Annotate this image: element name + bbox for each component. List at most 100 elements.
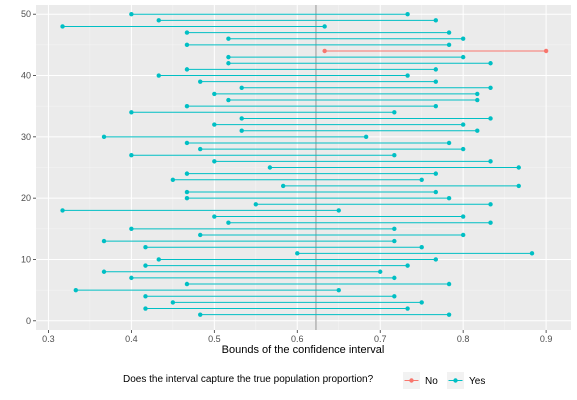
upper-bound-point [516,183,521,189]
interval-yes [184,103,438,109]
upper-bound-point [363,134,369,140]
upper-bound-point [419,300,424,305]
upper-bound-point [475,97,480,103]
upper-bound-point [460,232,466,238]
lower-bound-point [129,226,134,232]
lower-bound-point [212,91,217,97]
interval-yes [212,91,480,97]
interval-yes [60,208,341,213]
upper-bound-point [446,42,452,48]
interval-yes [101,238,397,244]
upper-bound-point [392,294,397,299]
lower-bound-point [184,42,190,48]
interval-yes [212,159,493,164]
upper-bound-point [446,140,452,146]
interval-yes [198,146,466,152]
interval-yes [198,312,452,317]
interval-yes [267,165,521,170]
lower-bound-point [156,257,161,262]
upper-bound-point [488,61,493,66]
upper-bound-point [460,54,466,60]
upper-bound-point [322,24,327,29]
lower-bound-point [226,61,231,66]
lower-bound-point [184,281,190,287]
interval-yes [143,306,410,311]
lower-bound-point [101,269,107,274]
lower-bound-point [156,73,161,78]
upper-bound-point [460,36,466,41]
lower-bound-point [239,85,244,90]
lower-bound-point [129,11,134,17]
interval-yes [129,226,397,232]
interval-yes [212,214,466,219]
lower-bound-point [101,238,107,244]
interval-yes [280,183,521,189]
upper-bound-point [405,73,410,78]
lower-bound-point [212,122,217,127]
lower-bound-point [226,220,231,225]
lower-bound-point [170,177,176,182]
upper-bound-point [475,91,480,97]
upper-bound-point [419,245,424,250]
interval-yes [143,294,397,299]
upper-bound-point [378,269,383,274]
interval-yes [184,30,452,35]
lower-bound-point [226,36,231,41]
interval-yes [226,61,493,66]
interval-yes [170,177,424,182]
x-tick-label: 0.5 [208,334,221,344]
lower-bound-point [143,263,148,268]
legend-item-no: No [403,372,438,389]
upper-bound-point [488,220,493,225]
interval-yes [198,79,438,84]
upper-bound-point [433,257,438,262]
upper-bound-point [405,263,410,268]
upper-bound-point [392,275,397,281]
upper-bound-point [529,251,535,256]
interval-yes [239,128,480,133]
interval-yes [198,232,466,238]
interval-yes [73,287,341,293]
lower-bound-point [60,208,65,213]
upper-bound-point [433,189,438,195]
interval-yes [129,110,397,115]
interval-yes [212,122,466,127]
upper-bound-point [405,11,410,17]
upper-bound-point [488,159,493,164]
upper-bound-point [475,128,480,133]
upper-bound-point [543,48,549,54]
interval-yes [184,67,438,72]
interval-yes [129,275,397,281]
upper-bound-point [446,312,452,317]
upper-bound-point [392,153,397,158]
interval-yes [239,116,493,121]
interval-yes [60,24,327,29]
interval-yes [295,251,535,256]
y-tick-label: 30 [21,132,31,142]
interval-marks [60,11,549,317]
upper-bound-point [392,238,397,244]
x-tick-label: 0.3 [42,334,55,344]
upper-bound-point [433,67,438,72]
lower-bound-point [170,300,176,305]
lower-bound-point [198,232,203,238]
x-tick-label: 0.7 [374,334,387,344]
interval-yes [156,73,410,78]
upper-bound-point [516,165,521,170]
interval-yes [184,281,452,287]
lower-bound-point [198,79,203,84]
y-tick-label: 10 [21,254,31,264]
interval-yes [101,134,369,140]
legend-items: No Yes [403,372,485,389]
lower-bound-point [73,287,79,293]
upper-bound-point [392,226,397,232]
upper-bound-point [419,177,424,182]
legend-key-point [453,378,458,383]
lower-bound-point [267,165,273,170]
interval-yes [226,36,466,41]
lower-bound-point [198,312,203,317]
y-tick-label: 50 [21,9,31,19]
legend: Does the interval capture the true popul… [123,372,485,389]
y-tick-label: 40 [21,71,31,81]
